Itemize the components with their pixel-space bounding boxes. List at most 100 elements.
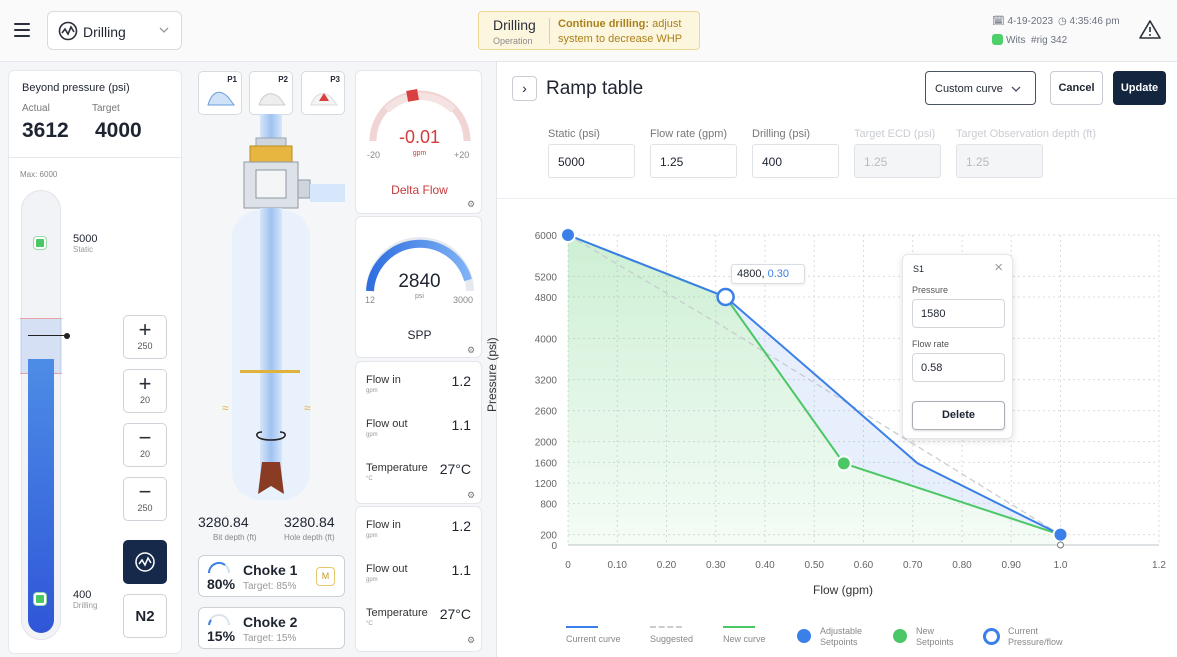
delete-button[interactable]: Delete [912,401,1005,430]
preset-p3-button[interactable]: P3 [301,71,345,115]
pressure-input[interactable]: 1580 [912,299,1005,328]
x-tick-label: 1.0 [1054,560,1068,571]
y-tick-label: 1600 [535,458,558,469]
settings-icon[interactable]: ⚙ [467,345,476,355]
spp-label: SPP [407,328,432,342]
ramp-chart: 0200800120016002000260032004000480052006… [535,227,1166,571]
top-bar: Drilling Drilling Operation Continue dri… [0,0,1177,62]
pressure-fill [28,359,54,633]
warning-icon[interactable] [1134,14,1166,46]
new-curve-area [568,235,1061,545]
settings-icon[interactable]: ⚙ [467,199,476,209]
target-label: Target [92,103,120,114]
legend-adjustable-dot [797,629,811,643]
operation-select[interactable]: Drilling [47,11,182,50]
target-value: 4000 [95,119,142,142]
banner-subtitle: Operation [493,36,533,46]
suggested-line [567,234,1061,536]
banner-title: Drilling [493,17,536,33]
svg-text:≈: ≈ [304,401,311,415]
x-tick-label: 0.30 [706,560,726,571]
delta-flow-gauge [369,89,471,142]
y-tick-label: 4000 [535,334,558,345]
menu-icon[interactable] [14,23,30,37]
flow-rate-label: Flow rate [912,339,950,349]
legend-new-swatch [723,626,755,628]
decrease-20-button[interactable]: −20 [123,423,167,467]
legend-current-pressure-flow: Current Pressure/flow [1008,626,1063,647]
increase-250-button[interactable]: +250 [123,315,167,359]
settings-icon[interactable]: ⚙ [467,635,476,645]
choke-2-card[interactable]: Choke 2 15% Target: 15% [198,607,345,649]
settings-icon[interactable]: ⚙ [467,490,476,500]
legend-new-dot [893,629,907,643]
auto-gauge-icon [135,552,155,572]
date-label: 🗓 4-19-2023 [992,16,1054,27]
flow-rate-input[interactable]: 0.58 [912,353,1005,382]
cancel-button[interactable]: Cancel [1050,71,1103,105]
legend-current-swatch [566,626,598,628]
preset-p2-button[interactable]: P2 [249,71,293,115]
legend-new-curve: New curve [723,634,766,644]
manual-mode-badge[interactable]: M [316,567,335,586]
y-tick-label: 0 [551,541,557,552]
current-curve-line [567,234,1061,536]
n2-button[interactable]: N2 [123,594,167,638]
y-tick-label: 3200 [535,376,558,387]
status-dot-icon [992,34,1003,45]
delta-flow-card: -0.01 gpm -20 +20 Delta Flow ⚙ [355,70,482,214]
legend-new-setpoints: New Setpoints [916,626,954,647]
delta-flow-value: -0.01 [398,127,441,147]
actual-label: Actual [22,103,50,114]
y-tick-label: 2000 [535,438,558,449]
decrease-250-button[interactable]: −250 [123,477,167,521]
drilling-label: Drilling [73,601,98,610]
adjustable-setpoint [560,227,576,243]
increase-20-button[interactable]: +20 [123,369,167,413]
adjustable-setpoint [1052,526,1069,543]
y-tick-label: 5200 [535,272,558,283]
curve-select[interactable]: Custom curve [925,71,1036,105]
wits-status: Wits #rig 342 [992,34,1067,46]
choke-gauge-icon [208,562,230,574]
flow-group-2: Flow in gpm 1.2 Flow out gpm 1.1 Temperature… [355,506,482,652]
point-tooltip: 4800, 0.30 [731,264,805,284]
drilling-icon [58,21,78,41]
preset-p1-button[interactable]: P1 [198,71,242,115]
drilling-value: 400 [73,589,92,601]
y-tick-label: 1200 [535,479,558,490]
legend-adjustable-setpoints: Adjustable Setpoints [820,626,863,647]
x-tick-label: 1.2 [1152,560,1166,571]
drilling-setpoint-handle[interactable] [34,593,46,605]
spp-card: 2840 psi 12 3000 SPP ⚙ [355,216,482,358]
y-tick-label: 4800 [535,293,558,304]
y-tick-label: 200 [540,531,557,542]
setpoint-editor-popup: S1 × Pressure 1580 Flow rate 0.58 Delete [902,254,1013,439]
delta-flow-unit: gpm [412,150,427,157]
chevron-down-icon [1011,86,1021,92]
choke-gauge-icon [208,614,230,626]
choke-1-card[interactable]: Choke 1 80% Target: 85% M [198,555,345,597]
static-label: Static [73,245,94,254]
pressure-title: Beyond pressure (psi) [22,82,130,94]
operation-banner: Drilling Operation Continue drilling: ad… [478,11,700,50]
expand-chevron-button[interactable]: › [512,76,537,101]
chevron-down-icon [159,27,169,33]
legend-suggested: Suggested [650,634,694,644]
spp-gauge [366,237,474,292]
x-axis-label: Flow (gpm) [813,583,874,597]
bit-depth-label: Bit depth (ft) [213,533,257,542]
y-axis-label: Pressure (psi) [485,337,499,412]
x-tick-label: 0.10 [608,560,628,571]
x-tick-label: 0.20 [657,560,677,571]
current-pressure-marker [64,333,70,339]
update-button[interactable]: Update [1113,71,1166,105]
actual-value: 3612 [22,119,69,142]
static-setpoint-handle[interactable] [34,237,46,249]
close-icon[interactable]: × [994,259,1003,276]
auto-mode-button[interactable] [123,540,167,584]
spp-unit: psi [415,293,424,300]
y-tick-label: 800 [540,500,557,511]
hole-depth-label: Hole depth (ft) [284,533,335,542]
hole-depth-value: 3280.84 [284,514,335,530]
